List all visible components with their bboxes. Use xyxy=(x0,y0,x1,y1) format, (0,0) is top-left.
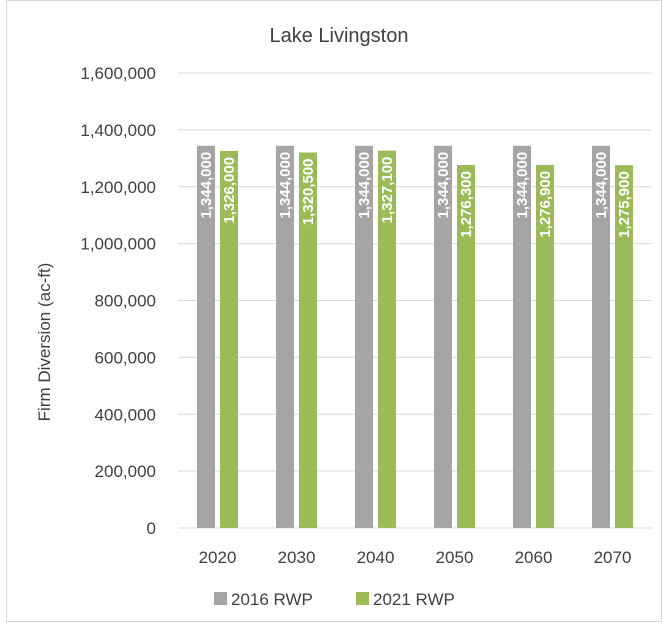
data-label: 1,344,000 xyxy=(277,152,294,219)
y-axis-title: Firm Diversion (ac-ft) xyxy=(35,263,54,422)
y-tick-label: 1,200,000 xyxy=(80,178,156,197)
legend-label: 2016 RWP xyxy=(231,590,313,609)
bar-2021-rwp-2020 xyxy=(220,150,238,528)
y-tick-label: 600,000 xyxy=(95,348,156,367)
y-tick-label: 200,000 xyxy=(95,462,156,481)
bar-2021-rwp-2050 xyxy=(457,165,475,528)
legend-label: 2021 RWP xyxy=(373,590,455,609)
y-tick-label: 1,600,000 xyxy=(80,64,156,83)
y-tick-label: 800,000 xyxy=(95,292,156,311)
bar-2021-rwp-2060 xyxy=(536,164,554,528)
bar-2021-rwp-2070 xyxy=(615,165,633,528)
y-tick-label: 0 xyxy=(147,519,156,538)
bar-2016-rwp-2050 xyxy=(434,145,452,529)
y-tick-label: 1,400,000 xyxy=(80,121,156,140)
x-tick-label: 2030 xyxy=(278,548,316,567)
bar-2016-rwp-2070 xyxy=(592,145,610,529)
y-tick-label: 1,000,000 xyxy=(80,235,156,254)
x-tick-label: 2050 xyxy=(436,548,474,567)
data-label: 1,344,000 xyxy=(356,152,373,219)
x-tick-label: 2040 xyxy=(357,548,395,567)
data-label: 1,344,000 xyxy=(435,152,452,219)
data-label: 1,276,900 xyxy=(537,171,554,238)
x-tick-label: 2070 xyxy=(594,548,632,567)
legend-swatch xyxy=(356,592,369,605)
data-label: 1,327,100 xyxy=(379,157,396,224)
bar-2016-rwp-2040 xyxy=(355,145,373,529)
data-label: 1,344,000 xyxy=(514,152,531,219)
data-label: 1,276,300 xyxy=(458,171,475,238)
data-label: 1,344,000 xyxy=(593,152,610,219)
legend: 2016 RWP 2021 RWP xyxy=(214,590,455,609)
bar-2016-rwp-2020 xyxy=(197,145,215,529)
y-tick-label: 400,000 xyxy=(95,405,156,424)
bar-2016-rwp-2030 xyxy=(276,145,294,529)
legend-swatch xyxy=(214,592,227,605)
data-label: 1,326,000 xyxy=(221,157,238,224)
x-tick-label: 2020 xyxy=(199,548,237,567)
data-label: 1,275,900 xyxy=(616,171,633,238)
data-label: 1,320,500 xyxy=(300,158,317,225)
data-label: 1,344,000 xyxy=(198,152,215,219)
bar-2021-rwp-2030 xyxy=(299,152,317,528)
bar-2021-rwp-2040 xyxy=(378,150,396,528)
x-tick-label: 2060 xyxy=(515,548,553,567)
chart-title: Lake Livingston xyxy=(270,25,409,47)
bar-2016-rwp-2060 xyxy=(513,145,531,529)
